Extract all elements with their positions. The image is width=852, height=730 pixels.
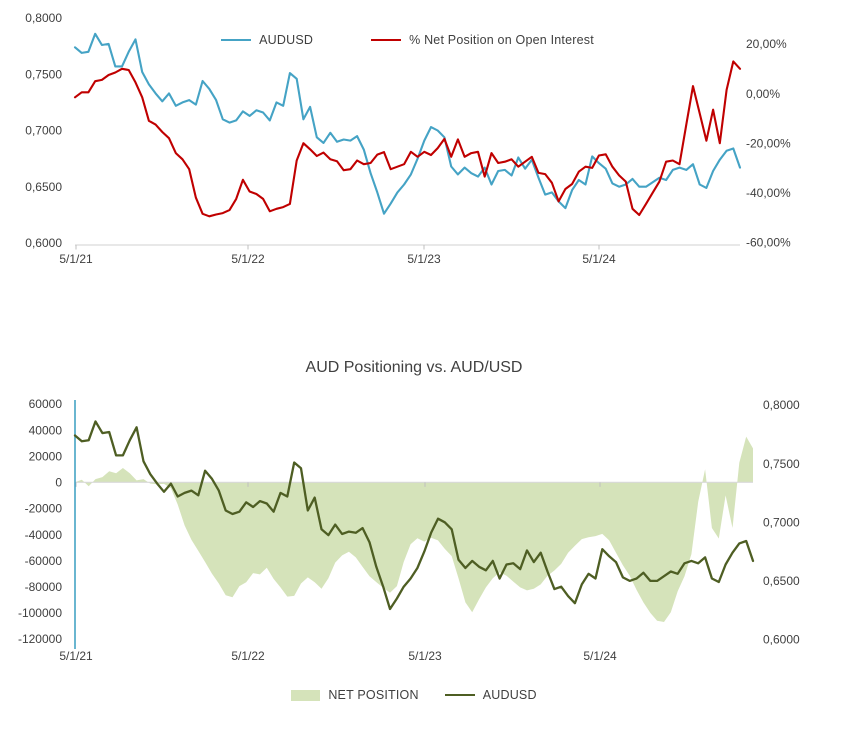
legend-item-audusd: AUDUSD	[221, 33, 313, 47]
legend-item-net-position-pct: % Net Position on Open Interest	[371, 33, 594, 47]
svg-text:5/1/24: 5/1/24	[583, 649, 617, 663]
legend-label-net-position: NET POSITION	[328, 688, 419, 702]
svg-text:-40000: -40000	[25, 528, 63, 542]
svg-text:5/1/23: 5/1/23	[408, 649, 442, 663]
svg-text:0,6500: 0,6500	[25, 180, 62, 194]
svg-text:0,00%: 0,00%	[746, 87, 780, 101]
svg-text:0,6500: 0,6500	[763, 574, 800, 588]
svg-text:20,00%: 20,00%	[746, 37, 787, 51]
net-position-area-swatch	[291, 689, 321, 701]
svg-text:5/1/22: 5/1/22	[231, 252, 265, 266]
legend-label-audusd: AUDUSD	[259, 33, 314, 47]
bottom-chart-title: AUD Positioning vs. AUD/USD	[305, 359, 523, 376]
audusd-olive-line-swatch	[444, 693, 475, 697]
svg-text:20000: 20000	[29, 449, 63, 463]
bottom-chart-legend: NET POSITION AUDUSD	[75, 688, 753, 702]
svg-text:5/1/21: 5/1/21	[59, 252, 93, 266]
svg-text:5/1/21: 5/1/21	[59, 649, 93, 663]
svg-text:5/1/22: 5/1/22	[231, 649, 265, 663]
svg-text:-40,00%: -40,00%	[746, 186, 791, 200]
svg-text:5/1/24: 5/1/24	[582, 252, 616, 266]
svg-text:60000: 60000	[29, 397, 63, 411]
svg-text:-60,00%: -60,00%	[746, 236, 791, 250]
svg-text:0,6000: 0,6000	[763, 633, 800, 647]
svg-text:-80000: -80000	[25, 580, 63, 594]
svg-text:40000: 40000	[29, 423, 63, 437]
svg-text:0,8000: 0,8000	[763, 398, 800, 412]
legend-label-audusd-bottom: AUDUSD	[482, 688, 537, 702]
svg-text:-120000: -120000	[18, 632, 62, 646]
svg-text:0,7500: 0,7500	[763, 457, 800, 471]
svg-text:-20,00%: -20,00%	[746, 136, 791, 150]
svg-text:-20000: -20000	[25, 502, 63, 516]
svg-text:0,7000: 0,7000	[25, 124, 62, 138]
svg-text:-100000: -100000	[18, 606, 62, 620]
svg-text:0: 0	[55, 476, 62, 490]
svg-text:0,7500: 0,7500	[25, 67, 62, 81]
svg-text:5/1/23: 5/1/23	[407, 252, 441, 266]
svg-text:0,7000: 0,7000	[763, 515, 800, 529]
top-chart-legend: AUDUSD % Net Position on Open Interest	[75, 33, 740, 47]
legend-label-net-position-pct: % Net Position on Open Interest	[409, 33, 594, 47]
legend-item-audusd-bottom: AUDUSD	[444, 688, 537, 702]
net-position-pct-line-swatch	[371, 38, 402, 42]
svg-text:0,6000: 0,6000	[25, 236, 62, 250]
svg-text:0,8000: 0,8000	[25, 11, 62, 25]
svg-text:-60000: -60000	[25, 554, 63, 568]
legend-item-net-position: NET POSITION	[291, 688, 419, 702]
audusd-line-swatch	[221, 38, 252, 42]
